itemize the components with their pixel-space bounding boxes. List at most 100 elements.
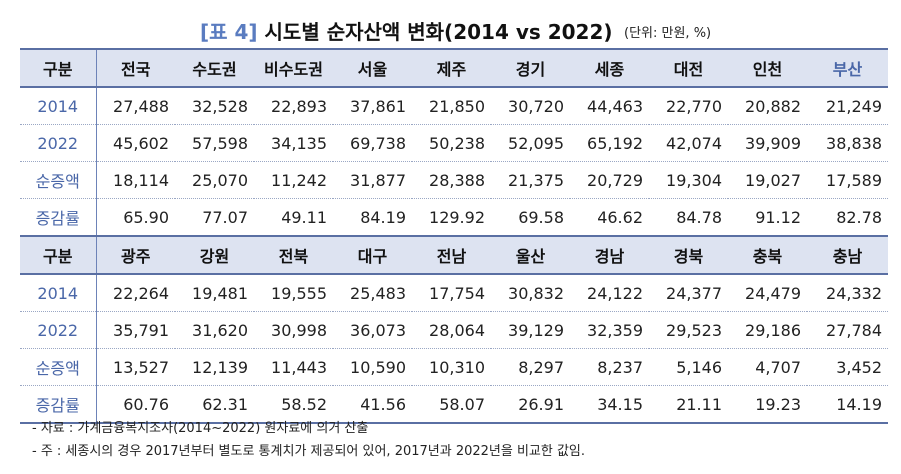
header-cell: 전남 [412, 235, 491, 275]
value-cell: 31,877 [333, 161, 412, 199]
value-cell: 12,139 [175, 348, 254, 386]
value-cell: 84.78 [649, 198, 728, 237]
header-cell: 제주 [412, 48, 491, 88]
footnotes: - 자료 : 가계금융복지조사(2014~2022) 원자료에 의거 산출 - … [32, 417, 585, 463]
header-label-cell: 구분 [20, 235, 97, 275]
header-cell: 전북 [254, 235, 333, 275]
value-cell: 46.62 [570, 198, 649, 237]
row-label-cell: 2014 [20, 87, 97, 125]
value-cell: 22,770 [649, 87, 728, 125]
value-cell: 50,238 [412, 124, 491, 162]
value-cell: 32,528 [175, 87, 254, 125]
row-label-cell: 2014 [20, 274, 97, 312]
value-cell: 18,114 [96, 161, 175, 199]
value-cell: 42,074 [649, 124, 728, 162]
value-cell: 30,832 [491, 274, 570, 312]
stats-table: 구분 전국 수도권 비수도권 서울 제주 경기 세종 대전 인천 부산 2014 27,488 32,52… [20, 48, 888, 424]
value-cell: 22,264 [96, 274, 175, 312]
header-cell: 대구 [333, 235, 412, 275]
header-cell: 충남 [807, 235, 888, 275]
value-cell: 39,909 [728, 124, 807, 162]
value-cell: 60.76 [96, 385, 175, 424]
value-cell: 91.12 [728, 198, 807, 237]
value-cell: 4,707 [728, 348, 807, 386]
value-cell: 65,192 [570, 124, 649, 162]
value-cell: 25,483 [333, 274, 412, 312]
header-row: 구분 전국 수도권 비수도권 서울 제주 경기 세종 대전 인천 부산 [20, 48, 888, 88]
value-cell: 27,784 [807, 311, 888, 349]
header-cell: 수도권 [175, 48, 254, 88]
value-cell: 77.07 [175, 198, 254, 237]
value-cell: 84.19 [333, 198, 412, 237]
value-cell: 10,310 [412, 348, 491, 386]
title-row: [표 4] 시도별 순자산액 변화(2014 vs 2022) (단위: 만원,… [0, 16, 901, 46]
value-cell: 36,073 [333, 311, 412, 349]
value-cell: 38,838 [807, 124, 888, 162]
value-cell: 24,377 [649, 274, 728, 312]
table-row: 순증액 18,114 25,070 11,242 31,877 28,388 21,375 2… [20, 161, 888, 199]
row-label-cell: 순증액 [20, 348, 97, 386]
value-cell: 82.78 [807, 198, 888, 237]
header-cell: 경기 [491, 48, 570, 88]
value-cell: 5,146 [649, 348, 728, 386]
value-cell: 19,304 [649, 161, 728, 199]
value-cell: 8,237 [570, 348, 649, 386]
value-cell: 24,479 [728, 274, 807, 312]
table-tag: [표 4] [200, 20, 258, 44]
value-cell: 24,122 [570, 274, 649, 312]
value-cell: 41.56 [333, 385, 412, 424]
value-cell: 21,375 [491, 161, 570, 199]
table-row: 증감률 65.90 77.07 49.11 84.19 129.92 69.58 46.62 8… [20, 198, 888, 237]
header-cell: 세종 [570, 48, 649, 88]
value-cell: 14.19 [807, 385, 888, 424]
row-label-cell: 순증액 [20, 161, 97, 199]
value-cell: 52,095 [491, 124, 570, 162]
footnote-source: - 자료 : 가계금융복지조사(2014~2022) 원자료에 의거 산출 [32, 421, 369, 436]
value-cell: 49.11 [254, 198, 333, 237]
value-cell: 44,463 [570, 87, 649, 125]
table-row: 2014 22,264 19,481 19,555 25,483 17,754 30,832… [20, 274, 888, 312]
header-cell: 서울 [333, 48, 412, 88]
value-cell: 29,186 [728, 311, 807, 349]
row-label-cell: 2022 [20, 311, 97, 349]
row-label-cell: 증감률 [20, 198, 97, 237]
value-cell: 58.52 [254, 385, 333, 424]
value-cell: 37,861 [333, 87, 412, 125]
value-cell: 20,729 [570, 161, 649, 199]
value-cell: 28,064 [412, 311, 491, 349]
table-row: 순증액 13,527 12,139 11,443 10,590 10,310 8,297 8,… [20, 348, 888, 386]
header-cell: 비수도권 [254, 48, 333, 88]
value-cell: 58.07 [412, 385, 491, 424]
table-row: 2014 27,488 32,528 22,893 37,861 21,850 30,720… [20, 87, 888, 125]
value-cell: 13,527 [96, 348, 175, 386]
table-title: [표 4] 시도별 순자산액 변화(2014 vs 2022) [200, 16, 613, 45]
value-cell: 28,388 [412, 161, 491, 199]
table-row: 증감률 60.76 62.31 58.52 41.56 58.07 26.91 34.15 21… [20, 385, 888, 424]
value-cell: 34.15 [570, 385, 649, 424]
value-cell: 19.23 [728, 385, 807, 424]
value-cell: 30,720 [491, 87, 570, 125]
value-cell: 39,129 [491, 311, 570, 349]
row-label-cell: 증감률 [20, 385, 97, 424]
value-cell: 22,893 [254, 87, 333, 125]
value-cell: 24,332 [807, 274, 888, 312]
value-cell: 30,998 [254, 311, 333, 349]
value-cell: 21,249 [807, 87, 888, 125]
value-cell: 129.92 [412, 198, 491, 237]
header-label-cell: 구분 [20, 48, 97, 88]
header-cell: 경북 [649, 235, 728, 275]
value-cell: 62.31 [175, 385, 254, 424]
value-cell: 8,297 [491, 348, 570, 386]
stats-table-body: 구분 전국 수도권 비수도권 서울 제주 경기 세종 대전 인천 부산 2014 27,488 32,52… [20, 48, 888, 424]
header-cell: 광주 [96, 235, 175, 275]
value-cell: 26.91 [491, 385, 570, 424]
value-cell: 31,620 [175, 311, 254, 349]
value-cell: 20,882 [728, 87, 807, 125]
header-row: 구분 광주 강원 전북 대구 전남 울산 경남 경북 충북 충남 [20, 235, 888, 275]
value-cell: 21,850 [412, 87, 491, 125]
value-cell: 69,738 [333, 124, 412, 162]
value-cell: 27,488 [96, 87, 175, 125]
value-cell: 65.90 [96, 198, 175, 237]
value-cell: 19,027 [728, 161, 807, 199]
